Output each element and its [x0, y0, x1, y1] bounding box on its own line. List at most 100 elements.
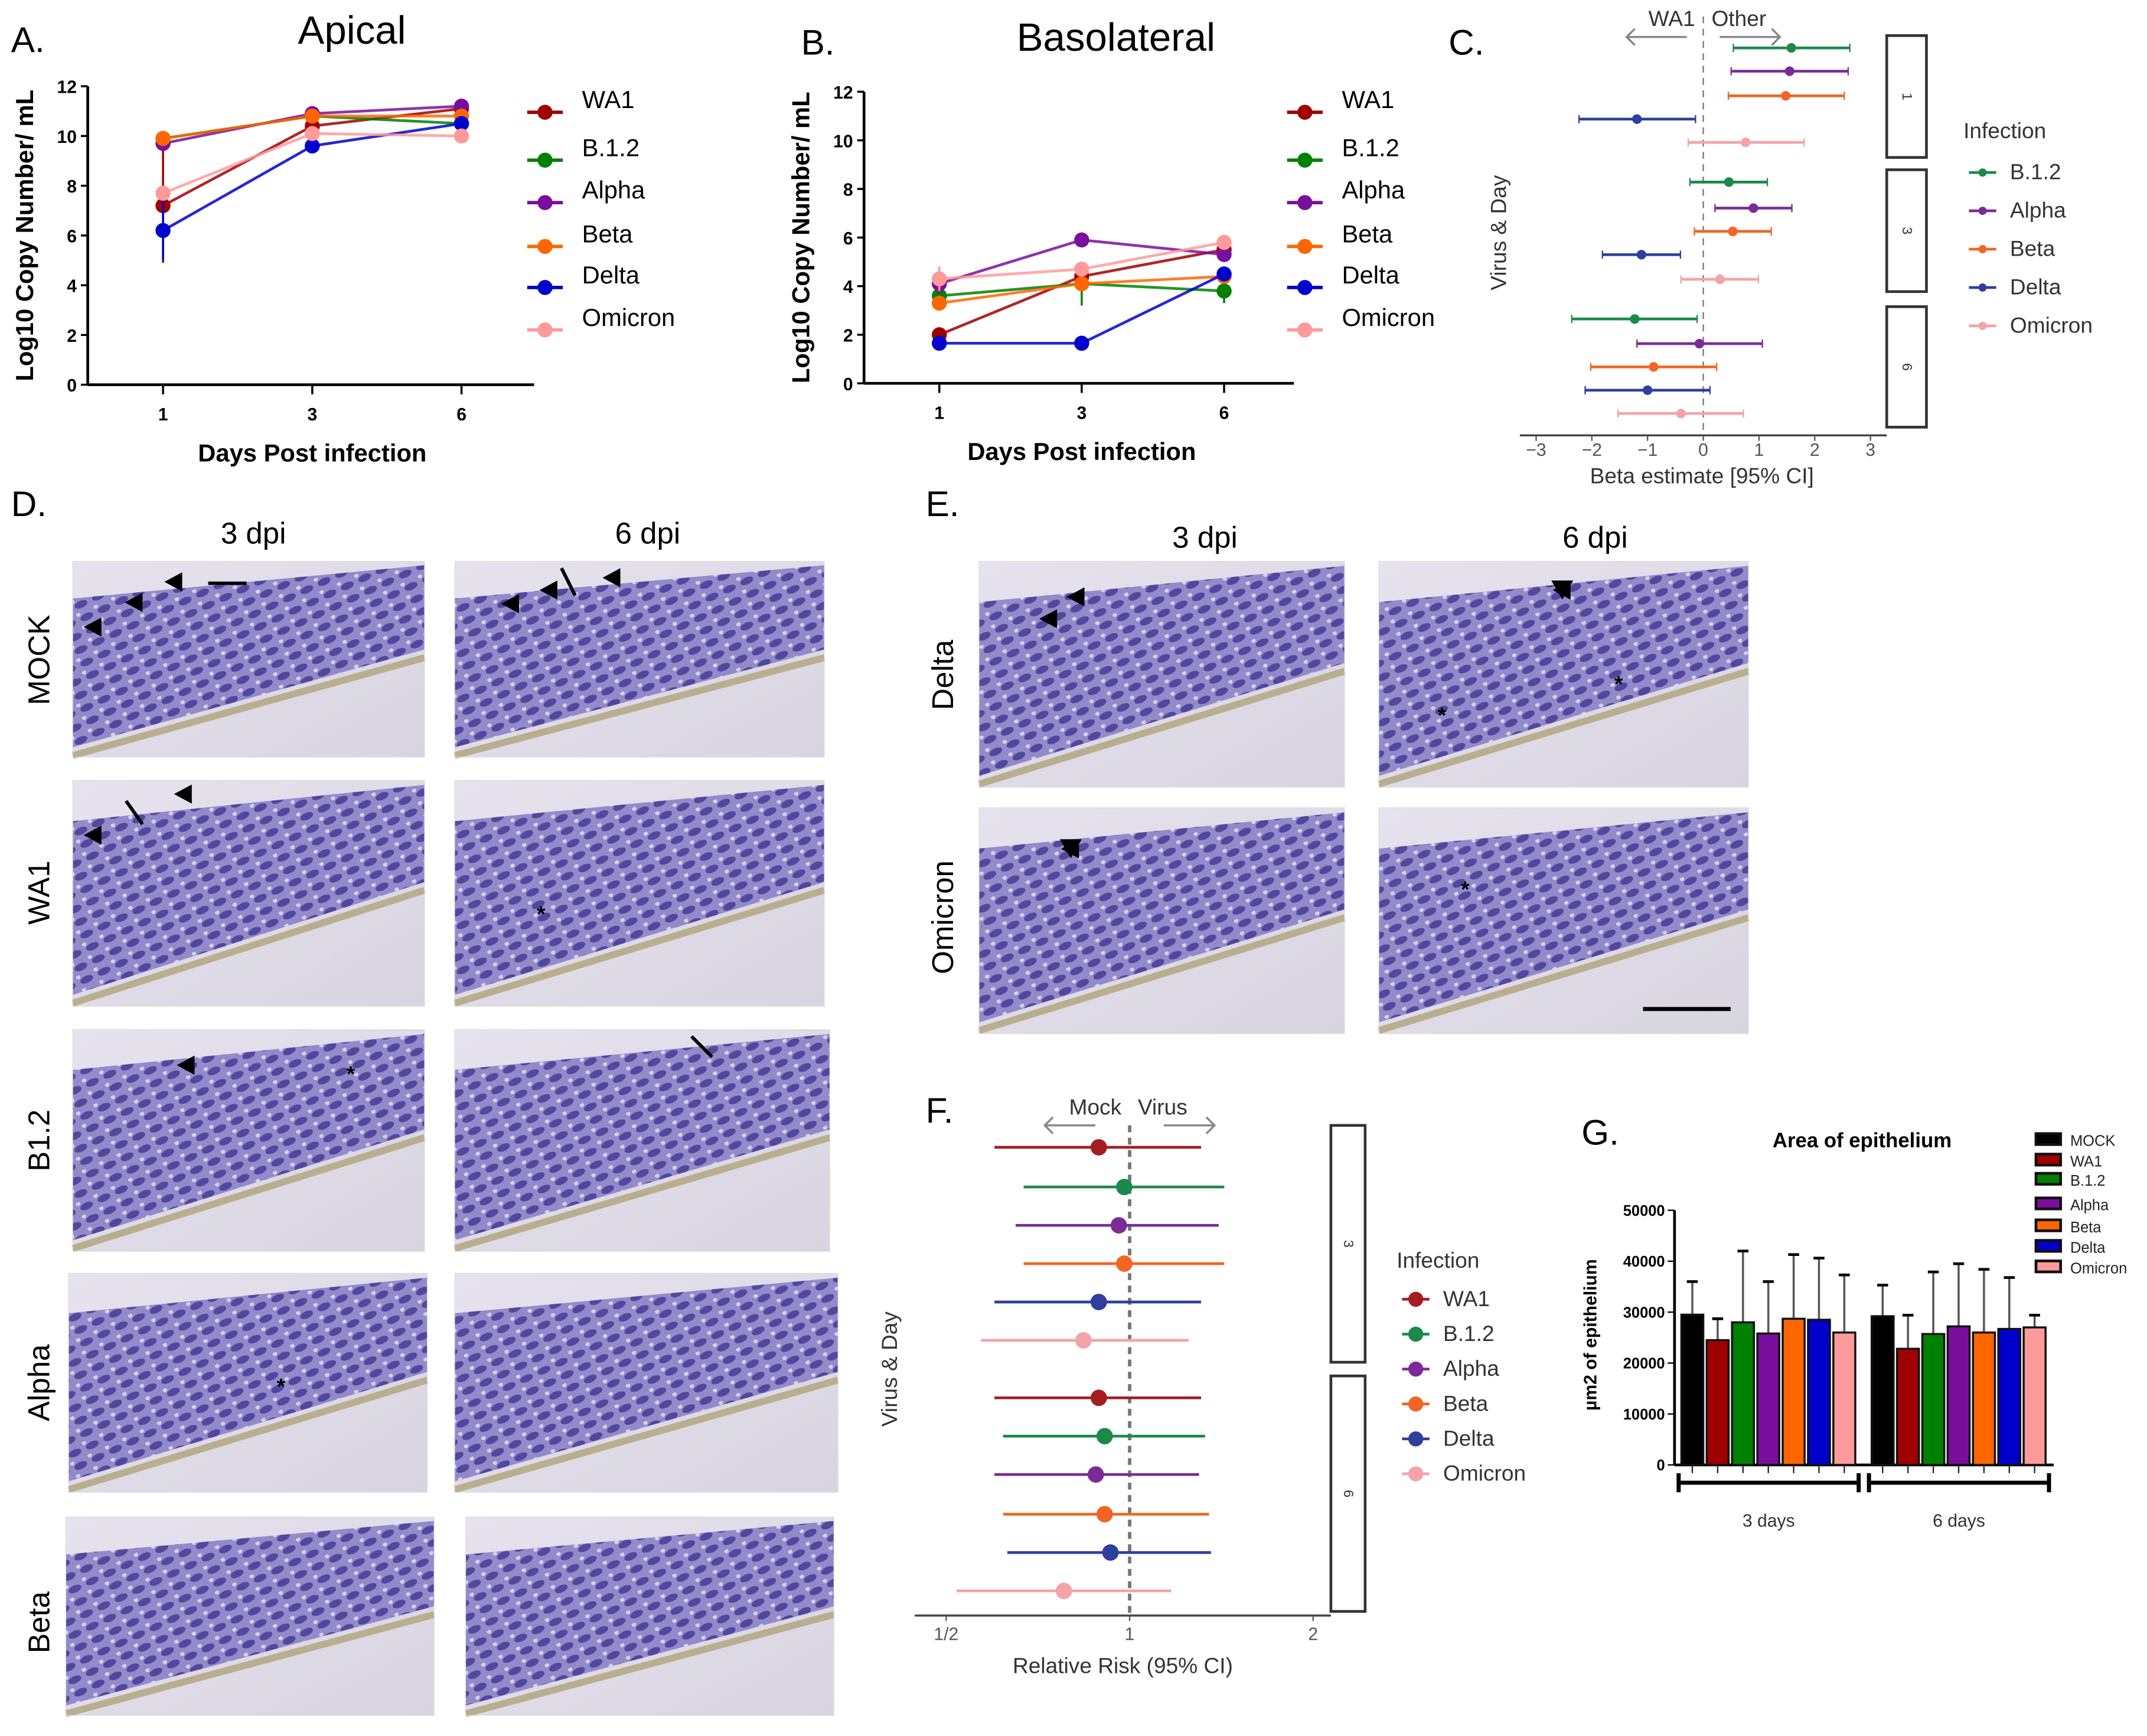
membrane-support — [453, 1134, 831, 1252]
y-tick-label: 6 — [843, 229, 853, 249]
y-tick-label: 0 — [843, 375, 853, 394]
legend-label: Alpha — [582, 176, 645, 204]
membrane-support — [71, 654, 426, 759]
legend-marker — [1297, 195, 1313, 210]
estimate-point-Omicron — [1715, 274, 1725, 285]
arrow-label-right: Other — [1711, 6, 1766, 31]
legend-swatch — [2034, 1132, 2063, 1146]
bar-Alpha — [1946, 1325, 1971, 1466]
arrowhead-marker — [164, 572, 182, 592]
epithelium-tissue — [979, 566, 1345, 776]
estimate-point-Beta — [1728, 226, 1738, 236]
micrograph-border — [68, 1272, 428, 1493]
x-tick-label: 2 — [1308, 1625, 1318, 1644]
legend-marker — [1408, 1466, 1424, 1482]
micrograph-image — [453, 1029, 831, 1252]
legend-swatch — [2034, 1239, 2063, 1253]
d-row-mock: MOCK — [22, 615, 56, 705]
data-point-B.1.2 — [1216, 283, 1232, 299]
data-point-Delta — [305, 138, 320, 154]
chart-title: Area of epithelium — [1773, 1130, 1952, 1152]
micrograph-image — [978, 561, 1346, 788]
legend-title: Infection — [1396, 1248, 1479, 1272]
arrow-right-icon — [1719, 28, 1781, 46]
x-tick-label: 3 — [1077, 403, 1087, 423]
legend-marker — [537, 239, 553, 254]
data-point-Omicron — [305, 126, 320, 141]
facet-strip — [1885, 305, 1928, 429]
micrograph-image — [67, 1272, 429, 1493]
line-chart-A: Apical 0 2 4 6 8 10 12 1 3 6 Days Post infection Log… — [11, 8, 675, 466]
legend-label: B.1.2 — [2010, 159, 2061, 184]
micrograph-border — [465, 1516, 834, 1716]
estimate-point-Beta — [1781, 91, 1791, 101]
legend-label: Beta — [2070, 1219, 2102, 1236]
bar-Delta — [1997, 1327, 2022, 1466]
category-label: 3 days — [1743, 1511, 1795, 1531]
legend-label: Delta — [582, 261, 640, 289]
data-point-Omicron — [1216, 234, 1232, 250]
x-axis-label: Days Post infection — [198, 439, 426, 466]
legend-marker — [1978, 321, 1987, 330]
legend-marker — [1978, 207, 1987, 216]
micrograph-border — [454, 780, 825, 1007]
data-point-Delta — [155, 223, 171, 239]
facet-strip — [1329, 1124, 1367, 1364]
arrow-left-icon — [1625, 28, 1687, 46]
x-tick-label: 2 — [1810, 440, 1820, 460]
facet-label: 6 — [1900, 363, 1915, 371]
legend-marker — [1978, 168, 1987, 177]
legend-marker — [1297, 105, 1313, 120]
bar-Alpha — [1756, 1332, 1780, 1466]
estimate-point-Delta — [1632, 114, 1642, 124]
y-tick-label: 6 — [67, 227, 77, 246]
legend-marker — [537, 152, 553, 168]
membrane-support — [71, 887, 426, 1007]
legend-swatch — [2034, 1196, 2063, 1210]
epithelium-tissue — [1379, 812, 1749, 1023]
legend-label: B.1.2 — [1443, 1321, 1495, 1346]
estimate-point-Delta — [1643, 385, 1653, 395]
arrow-marker — [125, 800, 144, 825]
legend-label: Omicron — [2010, 312, 2093, 337]
panel-label-a: A. — [11, 19, 45, 60]
estimate-point-WA1 — [1090, 1389, 1107, 1407]
membrane-support — [978, 668, 1346, 788]
micrograph-border — [72, 1029, 425, 1252]
legend-marker — [1978, 283, 1987, 292]
micrograph-border — [454, 1029, 830, 1252]
x-tick-label: −1 — [1637, 440, 1657, 460]
y-axis-label: Virus & Day — [1486, 175, 1511, 291]
epithelium-tissue — [73, 1034, 425, 1241]
legend-label: Delta — [2010, 275, 2061, 299]
legend-label: Delta — [1342, 261, 1399, 289]
arrow-label-left: WA1 — [1649, 6, 1695, 31]
arrow-marker — [690, 1035, 713, 1059]
asterisk-marker: * — [277, 1373, 286, 1398]
micrograph-border — [1378, 807, 1749, 1035]
data-point-Beta — [155, 130, 171, 146]
x-tick-label: 1 — [1754, 440, 1764, 460]
estimate-point-Alpha — [1087, 1466, 1104, 1483]
facet-strip — [1885, 168, 1928, 293]
y-tick-label: 8 — [843, 181, 853, 200]
facet-strip — [1329, 1374, 1367, 1613]
line-chart-B: Basolateral 0 2 4 6 8 10 12 1 3 6 Days Post infecti… — [787, 15, 1435, 465]
data-point-Delta — [1074, 335, 1089, 351]
y-tick-label: 12 — [833, 83, 853, 103]
micrograph-image — [71, 780, 426, 1007]
arrowhead-marker — [1066, 587, 1085, 607]
x-tick-label: 0 — [1698, 440, 1708, 460]
x-tick-label: −2 — [1582, 440, 1602, 460]
x-axis-label: Beta estimate [95% CI] — [1590, 463, 1814, 488]
x-axis-label: Days Post infection — [967, 438, 1196, 465]
legend-marker — [1408, 1326, 1424, 1342]
legend-marker — [1408, 1291, 1424, 1307]
data-point-Beta — [305, 108, 320, 124]
data-point-Omicron — [155, 185, 171, 201]
legend-marker — [1297, 239, 1313, 254]
data-point-Alpha — [1216, 247, 1232, 262]
data-point-Beta — [932, 295, 947, 311]
d-row-b12: B1.2 — [22, 1110, 56, 1172]
estimate-point-B.1.2 — [1096, 1428, 1113, 1445]
